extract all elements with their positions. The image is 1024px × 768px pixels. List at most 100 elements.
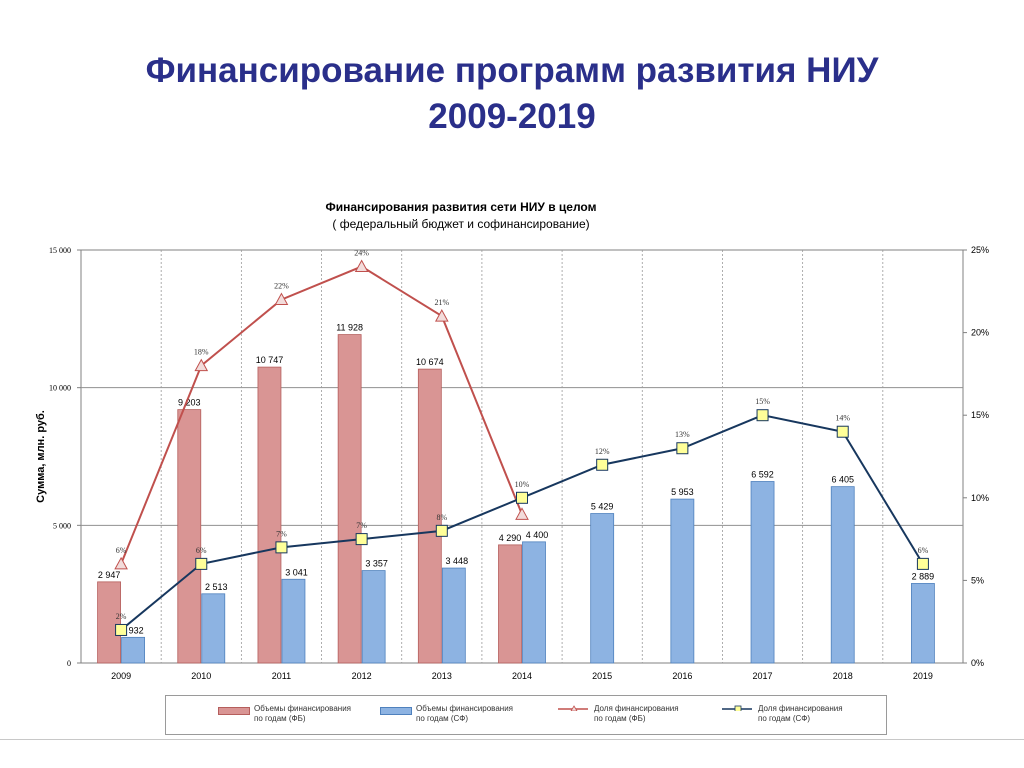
bar-fb bbox=[177, 409, 202, 664]
share-sf-marker bbox=[916, 557, 929, 570]
bar-sf bbox=[522, 541, 546, 664]
share-sf-marker bbox=[756, 409, 769, 422]
plot-area bbox=[80, 249, 964, 664]
bar-label-sf: 5 953 bbox=[671, 487, 694, 497]
x-tick-label: 2012 bbox=[352, 671, 372, 681]
share-sf-label: 2% bbox=[116, 612, 127, 621]
legend-label-fb-volume-2: по годам (ФБ) bbox=[254, 714, 306, 723]
bar-fb bbox=[337, 334, 362, 664]
share-fb-label: 24% bbox=[354, 249, 369, 258]
share-fb-marker bbox=[515, 507, 529, 520]
bar-label-fb: 10 747 bbox=[256, 355, 284, 365]
bar-sf bbox=[441, 567, 466, 664]
y-tick-label: 10 000 bbox=[49, 384, 71, 393]
bar-label-sf: 2 889 bbox=[912, 571, 935, 581]
share-sf-label: 14% bbox=[835, 414, 850, 423]
bar-fb bbox=[97, 581, 121, 664]
share-fb-marker bbox=[194, 358, 209, 372]
legend-label-sf-volume-2: по годам (СФ) bbox=[416, 714, 469, 723]
chart-subtitle: ( федеральный бюджет и софинансирование) bbox=[332, 217, 590, 231]
legend-label-sf-share-2: по годам (СФ) bbox=[758, 714, 811, 723]
bar-label-sf: 5 429 bbox=[591, 502, 614, 512]
legend-label-fb-share-2: по годам (ФБ) bbox=[594, 714, 646, 723]
y2-tick-label: 0% bbox=[971, 658, 984, 668]
y-tick-label: 0 bbox=[67, 659, 71, 668]
bar-label-fb: 11 928 bbox=[336, 323, 363, 333]
chart-title-block: Финансирования развития сети НИУ в целом… bbox=[0, 199, 922, 233]
share-sf-marker bbox=[836, 425, 849, 438]
y2-tick-label: 10% bbox=[971, 493, 989, 503]
y-axis-title: Сумма, млн. руб. bbox=[35, 410, 47, 503]
x-tick-label: 2016 bbox=[672, 671, 692, 681]
share-sf-marker bbox=[115, 623, 128, 636]
legend-swatch-sf-share bbox=[722, 705, 752, 711]
x-tick-label: 2019 bbox=[913, 671, 933, 681]
bar-sf bbox=[361, 570, 386, 664]
bar-sf bbox=[281, 578, 306, 664]
bar-fb bbox=[417, 368, 442, 664]
share-sf-label: 6% bbox=[918, 546, 929, 555]
bar-label-sf: 3 448 bbox=[446, 556, 469, 566]
x-tick-label: 2014 bbox=[512, 671, 532, 681]
share-sf-label: 8% bbox=[436, 513, 447, 522]
bar-label-sf: 6 405 bbox=[831, 475, 854, 485]
y2-tick-label: 5% bbox=[971, 575, 984, 585]
x-tick-label: 2015 bbox=[592, 671, 612, 681]
share-fb-marker bbox=[434, 309, 449, 322]
legend-swatch-fb-share bbox=[558, 705, 588, 711]
share-sf-label: 13% bbox=[675, 430, 690, 439]
slide-title: Финансирование программ развития НИУ 200… bbox=[0, 48, 1024, 140]
slide-title-line2: 2009-2019 bbox=[428, 97, 596, 136]
y2-tick-label: 20% bbox=[971, 328, 989, 338]
chart-legend: Объемы финансирования по годам (ФБ) Объе… bbox=[165, 695, 887, 735]
bar-label-sf: 932 bbox=[129, 625, 144, 635]
share-fb-label: 22% bbox=[274, 282, 289, 291]
share-fb-label: 6% bbox=[116, 546, 127, 555]
bar-label-fb: 2 947 bbox=[98, 570, 121, 580]
share-sf-label: 12% bbox=[595, 447, 610, 456]
x-tick-label: 2013 bbox=[432, 671, 452, 681]
y2-tick-label: 15% bbox=[971, 410, 989, 420]
share-sf-marker bbox=[275, 541, 288, 554]
bar-sf bbox=[750, 481, 775, 664]
legend-swatch-fb-volume bbox=[218, 707, 250, 715]
share-fb-marker bbox=[114, 556, 128, 570]
bar-sf bbox=[201, 593, 226, 664]
x-tick-label: 2009 bbox=[111, 671, 131, 681]
share-sf-label: 15% bbox=[755, 397, 770, 406]
legend-label-sf-volume-1: Объемы финансирования bbox=[416, 704, 513, 713]
x-tick-label: 2017 bbox=[753, 671, 773, 681]
share-sf-label: 7% bbox=[356, 521, 367, 530]
share-sf-marker bbox=[676, 442, 689, 455]
bar-label-sf: 2 513 bbox=[205, 582, 228, 592]
y-tick-label: 15 000 bbox=[49, 246, 71, 255]
bar-sf bbox=[670, 498, 695, 664]
bar-label-sf: 4 400 bbox=[526, 530, 549, 540]
x-tick-label: 2018 bbox=[833, 671, 853, 681]
bar-label-sf: 6 592 bbox=[751, 470, 774, 480]
x-tick-label: 2010 bbox=[191, 671, 211, 681]
legend-label-fb-volume-1: Объемы финансирования bbox=[254, 704, 351, 713]
combo-chart: 0 5 000 10 000 15 000 0% 5% 10% 15% 20% 25% 2009 20… bbox=[35, 245, 989, 681]
share-fb-line bbox=[120, 265, 523, 565]
y2-tick-label: 25% bbox=[971, 245, 989, 255]
share-sf-marker bbox=[355, 533, 368, 546]
share-sf-label: 10% bbox=[515, 480, 530, 489]
bar-label-sf: 3 041 bbox=[285, 567, 308, 577]
share-sf-marker bbox=[195, 557, 208, 570]
bar-sf bbox=[590, 513, 615, 664]
share-fb-label: 18% bbox=[194, 348, 209, 357]
chart-title: Финансирования развития сети НИУ в целом bbox=[325, 200, 597, 214]
share-fb-label: 21% bbox=[434, 298, 449, 307]
x-tick-label: 2011 bbox=[272, 671, 291, 681]
share-sf-label: 6% bbox=[196, 546, 207, 555]
bar-label-fb: 4 290 bbox=[499, 533, 522, 543]
share-sf-label: 7% bbox=[276, 529, 287, 538]
legend-swatch-sf-volume bbox=[380, 707, 412, 715]
bar-sf bbox=[121, 636, 145, 664]
bar-label-sf: 3 357 bbox=[365, 559, 388, 569]
share-sf-marker bbox=[516, 491, 528, 504]
share-fb-marker bbox=[274, 292, 289, 306]
share-sf-marker bbox=[435, 524, 448, 537]
bar-sf bbox=[830, 486, 855, 664]
